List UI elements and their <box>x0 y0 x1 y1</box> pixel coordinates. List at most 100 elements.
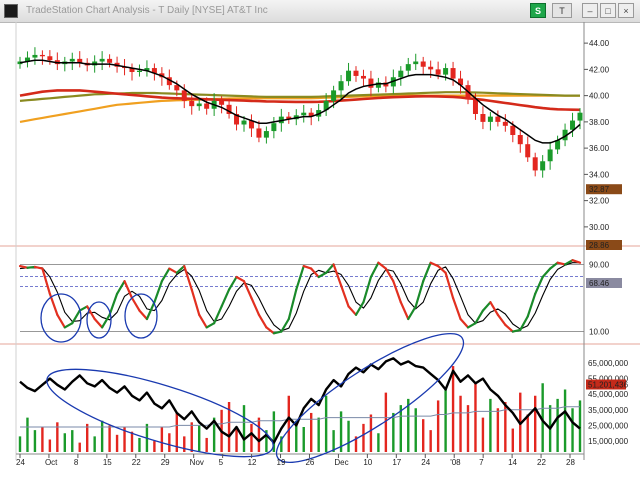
stoch-k-segment-17 <box>138 309 149 321</box>
stoch-k-segment-61 <box>466 322 477 329</box>
stoch-k-segment-29 <box>227 275 238 291</box>
volume-bar-16 <box>138 437 141 452</box>
stoch-k-segment-7 <box>63 322 74 329</box>
x-tick-label-18: 22 <box>537 458 546 467</box>
price-tick-label-0: 44.00 <box>589 39 610 48</box>
stoch-k-segment-43 <box>332 263 343 287</box>
candle-body-32 <box>256 128 262 138</box>
stoch-k-segment-42 <box>325 263 335 274</box>
stoch-k-segment-47 <box>362 275 373 304</box>
volume-bar-35 <box>280 436 283 452</box>
candle-body-34 <box>271 123 277 132</box>
volume-bar-19 <box>160 427 164 452</box>
candle-body-42 <box>331 90 337 101</box>
volume-bar-64 <box>496 408 500 452</box>
stoch-k-segment-21 <box>168 267 178 274</box>
volume-bar-39 <box>310 412 313 452</box>
stoch-k-segment-34 <box>265 326 275 335</box>
stoch-k-segment-56 <box>429 261 440 268</box>
symbol-s-button[interactable]: S <box>530 3 546 18</box>
stoch-k-segment-66 <box>504 323 514 333</box>
stoch-k-segment-70 <box>534 275 544 295</box>
t-dropdown-button[interactable]: T <box>552 3 572 18</box>
volume-bar-72 <box>556 398 559 452</box>
candle-body-24 <box>196 103 202 107</box>
volume-bar-74 <box>571 408 574 452</box>
stoch-k-segment-64 <box>489 301 499 316</box>
volume-bar-42 <box>332 430 335 452</box>
candle-body-20 <box>166 77 172 86</box>
candle-body-21 <box>174 85 180 91</box>
volume-bar-5 <box>56 422 59 452</box>
stoch-level-label-0: 28.86 <box>589 241 610 250</box>
stoch-k-segment-46 <box>354 301 365 316</box>
price-tick-label-4: 36.00 <box>589 144 610 153</box>
maximize-button[interactable]: □ <box>600 3 616 18</box>
volume-bar-6 <box>63 433 66 452</box>
x-tick-label-15: '08 <box>450 458 461 467</box>
stoch-k-segment-30 <box>235 275 246 283</box>
candle-body-15 <box>129 68 135 72</box>
stoch-k-segment-69 <box>526 292 537 318</box>
volume-bar-7 <box>71 430 74 452</box>
stoch-k-segment-8 <box>71 309 81 325</box>
volume-bar-63 <box>489 398 492 452</box>
candle-body-7 <box>69 58 75 62</box>
candle-body-69 <box>532 157 538 171</box>
candle-body-38 <box>301 112 307 116</box>
volume-bar-22 <box>183 436 186 452</box>
volume-bar-14 <box>123 427 126 452</box>
x-tick-label-9: 19 <box>277 458 286 467</box>
stoch-k-segment-51 <box>392 280 402 304</box>
stoch-k-segment-72 <box>549 261 559 270</box>
price-panel <box>17 42 588 228</box>
stoch-k-segment-44 <box>339 284 350 308</box>
volume-bar-66 <box>511 428 514 452</box>
axis-labels: 44.00 42.00 40.00 38.00 36.00 34.00 32.00 30.00… <box>16 39 629 467</box>
stoch-k-segment-45 <box>347 305 358 316</box>
stoch-k-segment-10 <box>86 305 96 321</box>
volume-bar-46 <box>362 423 365 452</box>
stoch-k-segment-13 <box>108 292 119 316</box>
stoch-k-segment-54 <box>414 280 425 308</box>
candle-body-30 <box>241 120 247 125</box>
volume-bar-23 <box>190 422 193 452</box>
x-tick-label-12: 10 <box>363 458 372 467</box>
stoch-k-segment-38 <box>295 264 305 291</box>
volume-bar-29 <box>235 427 238 452</box>
volume-bar-12 <box>108 425 111 452</box>
stoch-k-segment-75 <box>571 259 582 264</box>
candle-body-73 <box>562 129 568 141</box>
volume-bar-60 <box>466 405 470 452</box>
candle-body-12 <box>107 58 113 63</box>
stoch-k-segment-41 <box>317 271 328 279</box>
x-tick-label-0: 24 <box>16 458 25 467</box>
hand-drawn-annotations <box>40 293 465 463</box>
candle-body-65 <box>502 121 508 126</box>
price-tick-label-7: 30.00 <box>589 223 610 232</box>
volume-bar-56 <box>436 400 440 452</box>
stoch-k-segment-26 <box>205 322 216 329</box>
candle-body-68 <box>525 144 531 158</box>
close-button[interactable]: × <box>618 3 634 18</box>
volume-bar-41 <box>324 395 328 452</box>
candle-body-53 <box>413 61 419 65</box>
stoch-k-segment-53 <box>407 305 417 321</box>
volume-bar-24 <box>198 425 201 452</box>
stoch-k-segment-37 <box>287 288 298 321</box>
volume-bar-73 <box>563 389 567 452</box>
window-title: TradeStation Chart Analysis - T Daily [N… <box>26 5 268 16</box>
stoch-k-segment-6 <box>56 313 66 329</box>
candle-body-23 <box>189 100 195 107</box>
candle-body-16 <box>136 70 142 72</box>
volume-bar-0 <box>18 436 22 452</box>
minimize-button[interactable]: – <box>582 3 598 18</box>
stoch-k-segment-14 <box>115 280 126 295</box>
stoch-k-segment-12 <box>101 313 111 329</box>
candle-body-72 <box>555 140 561 150</box>
stoch-k-segment-52 <box>399 301 410 321</box>
volume-tick-label-0: 65,000,000 <box>588 359 629 368</box>
candle-body-47 <box>368 78 374 88</box>
price-tick-label-1: 42.00 <box>589 65 610 74</box>
